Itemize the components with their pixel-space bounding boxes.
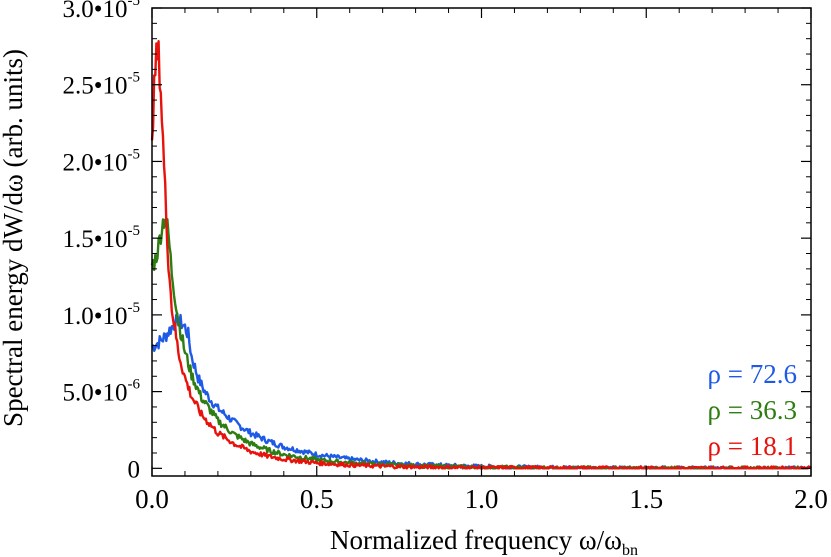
y-tick-label-exponent: -5 xyxy=(128,0,141,9)
y-tick-label-mantissa: 0 xyxy=(128,456,141,483)
y-tick-label: 1.0•10-5 xyxy=(62,300,140,330)
y-tick-label-exponent: -5 xyxy=(128,223,141,239)
y-tick-label: 2.0•10-5 xyxy=(62,146,140,176)
y-tick-label-mantissa: 2.0•10 xyxy=(62,149,127,176)
y-tick-label: 5.0•10-6 xyxy=(62,377,140,407)
y-tick-label: 1.5•10-5 xyxy=(62,223,140,253)
y-tick-label-mantissa: 5.0•10 xyxy=(62,380,127,407)
x-tick-label: 1.0 xyxy=(465,484,499,514)
y-tick-label: 2.5•10-5 xyxy=(62,70,140,100)
x-tick-label: 1.5 xyxy=(629,484,663,514)
y-tick-label-mantissa: 3.0•10 xyxy=(62,0,127,23)
legend-entry: ρ = 72.6 xyxy=(708,359,797,389)
x-tick-label: 0.0 xyxy=(135,484,169,514)
legend: ρ = 72.6 ρ = 36.3 ρ = 18.1 xyxy=(708,359,797,461)
x-axis-label-subscript: bn xyxy=(622,542,638,557)
x-axis-label: Normalized frequency ω/ωbn xyxy=(330,525,638,557)
y-tick-label: 3.0•10-5 xyxy=(62,0,140,23)
ticks-layer: 0.0 0.5 1.0 1.5 2.005.0•10-61.0•10-51.5•10-5… xyxy=(62,0,827,514)
x-tick-label: 2.0 xyxy=(794,484,828,514)
y-tick-label-exponent: -5 xyxy=(128,70,141,86)
y-tick-label-exponent: -5 xyxy=(128,146,141,162)
legend-entry: ρ = 36.3 xyxy=(708,395,797,425)
x-axis-label-main: Normalized frequency ω/ω xyxy=(330,525,622,555)
legend-entry: ρ = 18.1 xyxy=(708,431,797,461)
y-axis-label: Spectral energy dW/dω (arb. units) xyxy=(0,49,28,427)
y-tick-label-exponent: -5 xyxy=(128,300,141,316)
y-tick-label: 0 xyxy=(128,456,141,483)
x-tick-label: 0.5 xyxy=(300,484,334,514)
y-tick-label-exponent: -6 xyxy=(128,377,141,393)
y-tick-label-mantissa: 2.5•10 xyxy=(62,73,127,100)
y-tick-label-mantissa: 1.5•10 xyxy=(62,226,127,253)
y-tick-label-mantissa: 1.0•10 xyxy=(62,303,127,330)
